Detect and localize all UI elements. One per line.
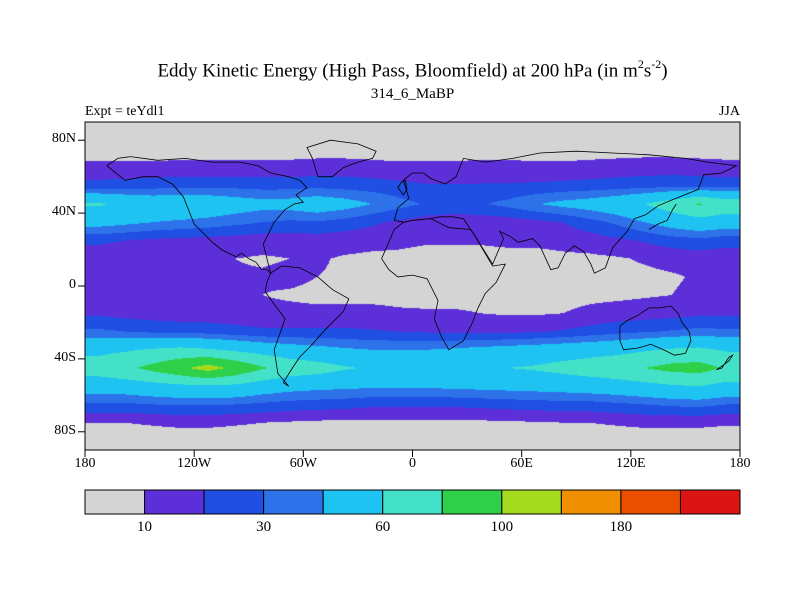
chart-title-text: Eddy Kinetic Energy (High Pass, Bloomfie… (157, 60, 638, 82)
colorbar-cell (620, 489, 681, 515)
experiment-label: Expt = teYdl1 (85, 104, 165, 119)
chart-title-superscript2: -2 (651, 57, 662, 71)
lon-tick-label: 180 (729, 456, 751, 471)
lon-tick-label: 120E (616, 456, 646, 471)
lat-tick-label: 80S (54, 422, 76, 438)
colorbar-cell (144, 489, 205, 515)
chart-title-units: s (643, 60, 652, 82)
colorbar-cell (382, 489, 443, 515)
colorbar-cell (203, 489, 265, 515)
lon-tick-label: 120W (177, 456, 212, 471)
colorbar-cell (560, 489, 622, 515)
colorbar-cell (679, 489, 741, 515)
colorbar-tick-label: 60 (375, 519, 391, 535)
chart-subtitle: 314_6_MaBP (370, 86, 455, 102)
colorbar-cell (84, 489, 146, 515)
colorbar-cell (322, 489, 384, 515)
season-label: JJA (718, 104, 740, 119)
colorbar-cell (501, 489, 562, 515)
lon-tick-label: 60E (510, 456, 533, 471)
lat-tick-label: 40S (54, 349, 76, 365)
lon-tick-label: 60W (289, 456, 317, 471)
colorbar-tick-label: 30 (256, 519, 272, 535)
chart-title-superscript: 2 (637, 57, 644, 71)
chart-title-close: ) (661, 60, 668, 82)
colorbar-tick-label: 10 (137, 519, 153, 535)
lon-tick-label: 0 (409, 456, 416, 471)
chart-title: Eddy Kinetic Energy (High Pass, Bloomfie… (85, 57, 740, 82)
colorbar-cell (441, 489, 503, 515)
lat-tick-label: 40N (51, 204, 76, 220)
lon-tick-label: 180 (74, 456, 96, 471)
lat-tick-label: 0 (69, 277, 76, 292)
eke-contour-field (85, 122, 740, 450)
colorbar-tick-label: 180 (609, 519, 633, 535)
colorbar-tick-label: 100 (490, 519, 514, 535)
lat-tick-label: 80N (51, 131, 76, 147)
colorbar-cell (263, 489, 324, 515)
